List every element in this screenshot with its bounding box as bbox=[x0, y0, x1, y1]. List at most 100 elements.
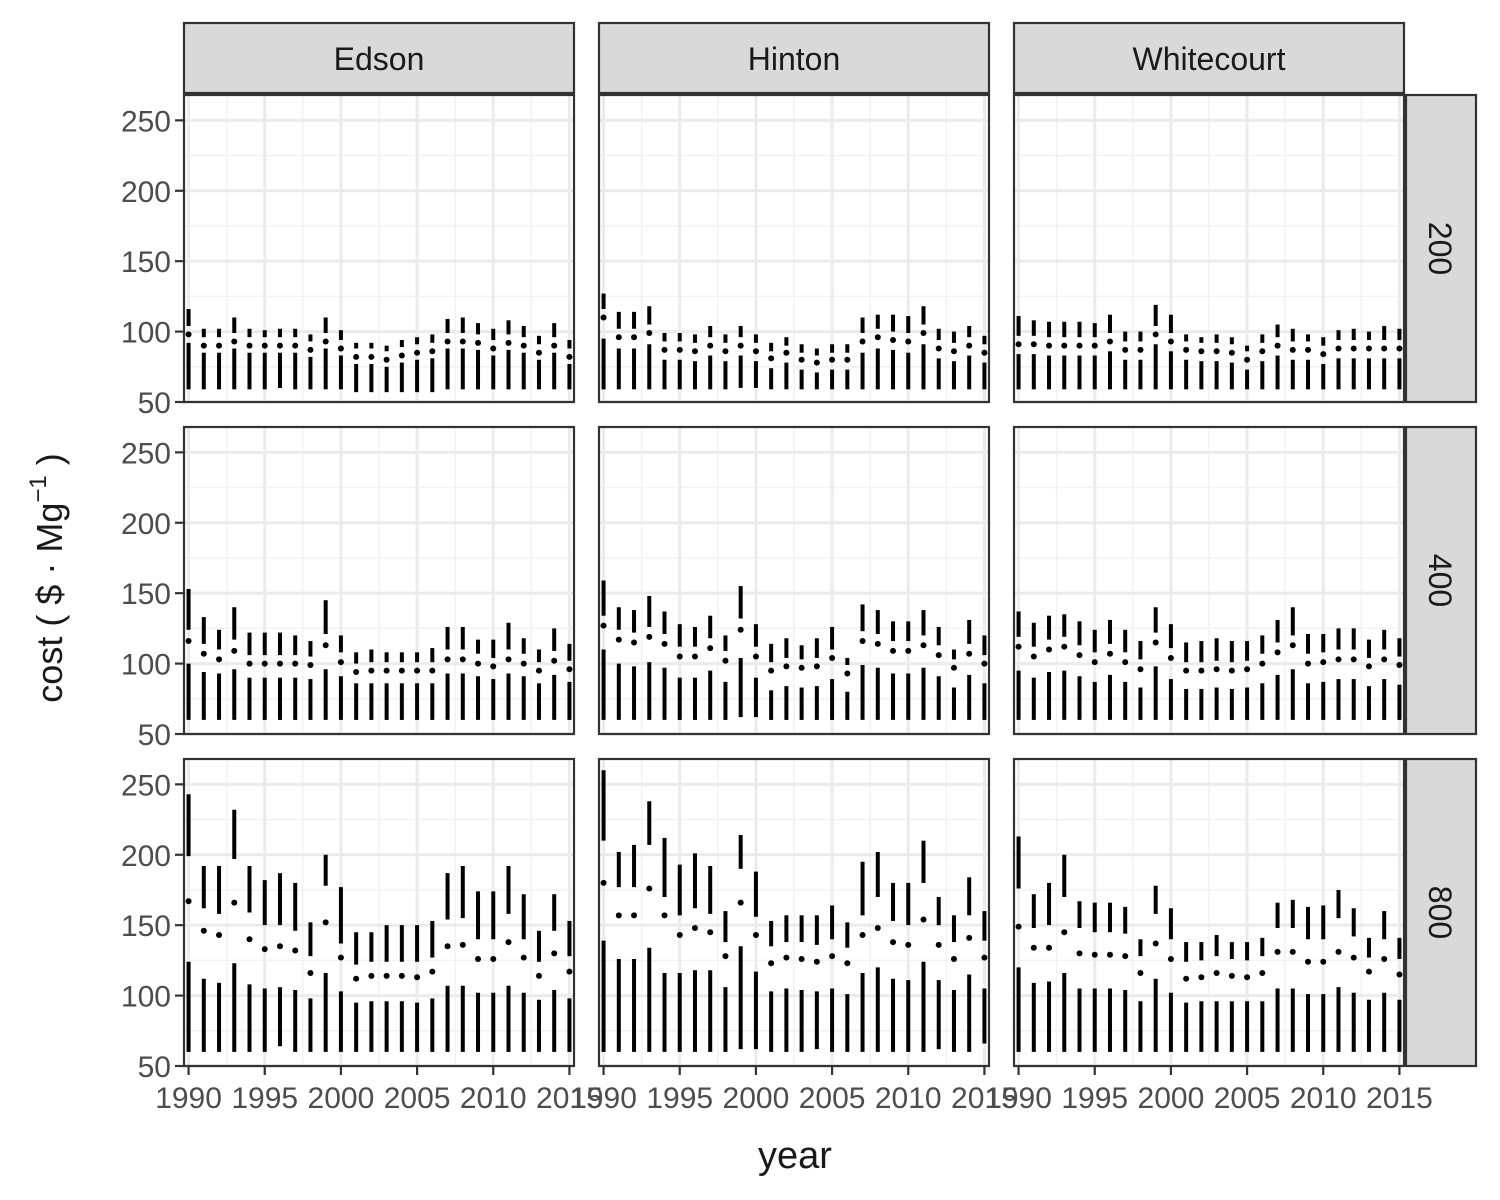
median-point bbox=[615, 334, 622, 341]
median-point bbox=[737, 899, 744, 906]
median-point bbox=[1259, 348, 1266, 355]
x-tick-label: 2000 bbox=[308, 1082, 375, 1115]
median-point bbox=[490, 663, 497, 670]
median-point bbox=[216, 656, 223, 663]
strip-400: 400 bbox=[1404, 425, 1478, 736]
median-point bbox=[398, 972, 405, 979]
median-point bbox=[813, 663, 820, 670]
strip-background bbox=[182, 21, 576, 95]
median-point bbox=[276, 660, 283, 667]
median-point bbox=[813, 958, 820, 965]
median-point bbox=[631, 912, 638, 919]
median-point bbox=[1091, 342, 1098, 349]
median-point bbox=[1167, 654, 1174, 661]
strip-background bbox=[597, 21, 991, 95]
panel-border bbox=[182, 425, 576, 736]
median-point bbox=[1030, 341, 1037, 348]
median-point bbox=[520, 342, 527, 349]
median-point bbox=[520, 954, 527, 961]
y-tick-label: 250 bbox=[121, 769, 171, 802]
strip-background bbox=[1404, 93, 1478, 404]
median-point bbox=[551, 950, 558, 957]
x-tick-label: 2010 bbox=[1290, 1082, 1357, 1115]
median-point bbox=[783, 954, 790, 961]
y-tick-label: 200 bbox=[121, 840, 171, 873]
y-axis-title-close: ) bbox=[29, 453, 70, 475]
panel-border bbox=[182, 93, 576, 404]
median-point bbox=[1350, 345, 1357, 352]
median-point bbox=[859, 638, 866, 645]
median-point bbox=[520, 660, 527, 667]
median-point bbox=[1305, 660, 1312, 667]
median-point bbox=[1076, 342, 1083, 349]
panel-border bbox=[182, 757, 576, 1068]
median-point bbox=[1396, 971, 1403, 978]
panel-edson-800 bbox=[182, 757, 576, 1068]
median-point bbox=[566, 353, 573, 360]
median-point bbox=[1289, 948, 1296, 955]
panel-hinton-800 bbox=[597, 757, 991, 1068]
median-point bbox=[1076, 950, 1083, 957]
median-point bbox=[261, 946, 268, 953]
median-point bbox=[231, 338, 238, 345]
median-point bbox=[890, 939, 897, 946]
median-point bbox=[1228, 667, 1235, 674]
median-point bbox=[1152, 940, 1159, 947]
median-point bbox=[950, 955, 957, 962]
median-point bbox=[752, 653, 759, 660]
median-point bbox=[444, 656, 451, 663]
median-point bbox=[844, 356, 851, 363]
y-tick-label: 50 bbox=[138, 387, 171, 420]
median-point bbox=[414, 667, 421, 674]
median-point bbox=[920, 329, 927, 336]
median-point bbox=[1061, 643, 1068, 650]
median-point bbox=[600, 879, 607, 886]
median-point bbox=[200, 342, 207, 349]
median-point bbox=[200, 927, 207, 934]
median-point bbox=[1320, 351, 1327, 358]
axes: 50 100 150 200 250 50 100 150 200 250 50 100 150 200 2… bbox=[121, 105, 1433, 1115]
median-point bbox=[353, 975, 360, 982]
median-point bbox=[505, 656, 512, 663]
median-point bbox=[475, 955, 482, 962]
median-point bbox=[429, 348, 436, 355]
median-point bbox=[292, 660, 299, 667]
median-point bbox=[1030, 944, 1037, 951]
median-point bbox=[798, 356, 805, 363]
median-point bbox=[1381, 955, 1388, 962]
median-point bbox=[337, 345, 344, 352]
x-tick-label: 1995 bbox=[646, 1082, 713, 1115]
median-point bbox=[444, 338, 451, 345]
median-point bbox=[1076, 652, 1083, 659]
panel-hinton-400 bbox=[597, 425, 991, 736]
median-point bbox=[920, 916, 927, 923]
median-point bbox=[1198, 667, 1205, 674]
median-point bbox=[905, 647, 912, 654]
strip-label: Edson bbox=[334, 41, 425, 77]
median-point bbox=[1259, 660, 1266, 667]
median-point bbox=[1183, 346, 1190, 353]
median-point bbox=[398, 352, 405, 359]
median-point bbox=[1381, 656, 1388, 663]
median-point bbox=[1244, 974, 1251, 981]
median-point bbox=[1244, 666, 1251, 673]
median-point bbox=[966, 934, 973, 941]
median-point bbox=[185, 898, 192, 905]
x-tick-label: 1995 bbox=[231, 1082, 298, 1115]
median-point bbox=[414, 974, 421, 981]
median-point bbox=[1015, 923, 1022, 930]
median-point bbox=[1305, 346, 1312, 353]
y-tick-label: 100 bbox=[121, 317, 171, 350]
median-point bbox=[752, 348, 759, 355]
x-tick-label: 1995 bbox=[1061, 1082, 1128, 1115]
median-point bbox=[981, 660, 988, 667]
x-tick-label: 1990 bbox=[570, 1082, 637, 1115]
median-point bbox=[844, 960, 851, 967]
median-point bbox=[353, 669, 360, 676]
median-point bbox=[874, 334, 881, 341]
median-point bbox=[1152, 331, 1159, 338]
median-point bbox=[1183, 975, 1190, 982]
median-point bbox=[1244, 356, 1251, 363]
